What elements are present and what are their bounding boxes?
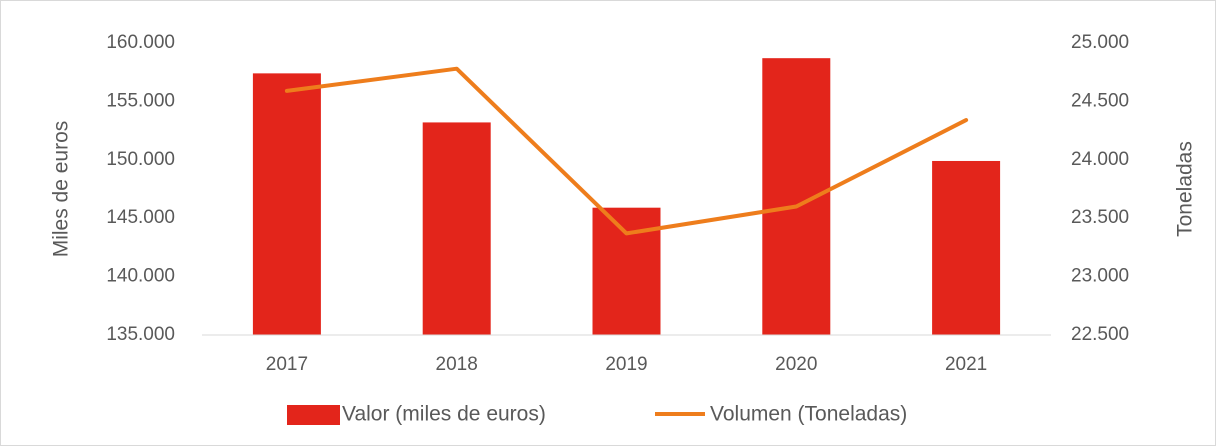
x-tick-label: 2020 — [775, 354, 817, 375]
y-tick-label: 155.000 — [106, 90, 175, 111]
legend-label: Volumen (Toneladas) — [710, 403, 907, 426]
legend-label: Valor (miles de euros) — [342, 403, 546, 426]
x-tick-label: 2021 — [945, 354, 987, 375]
y-tick-label: 145.000 — [106, 207, 175, 228]
bar — [252, 73, 321, 336]
y2-tick-label: 22.500 — [1071, 324, 1129, 345]
bar — [422, 122, 491, 335]
legend-swatch — [287, 405, 340, 425]
y-tick-label: 160.000 — [106, 32, 175, 53]
y2-tick-label: 24.000 — [1071, 149, 1129, 170]
y2-tick-label: 25.000 — [1071, 32, 1129, 53]
y-axis-title: Miles de euros — [50, 121, 73, 258]
y2-axis-title: Toneladas — [1174, 141, 1197, 237]
y2-tick-label: 24.500 — [1071, 90, 1129, 111]
x-tick-label: 2017 — [266, 354, 308, 375]
y2-tick-label: 23.000 — [1071, 266, 1129, 287]
y-tick-label: 140.000 — [106, 266, 175, 287]
y-tick-label: 135.000 — [106, 324, 175, 345]
line — [284, 66, 969, 236]
x-tick-label: 2019 — [605, 354, 647, 375]
bar — [932, 160, 1001, 335]
y-tick-label: 150.000 — [106, 149, 175, 170]
bar — [592, 207, 661, 335]
y2-tick-label: 23.500 — [1071, 207, 1129, 228]
x-tick-label: 2018 — [436, 354, 478, 375]
